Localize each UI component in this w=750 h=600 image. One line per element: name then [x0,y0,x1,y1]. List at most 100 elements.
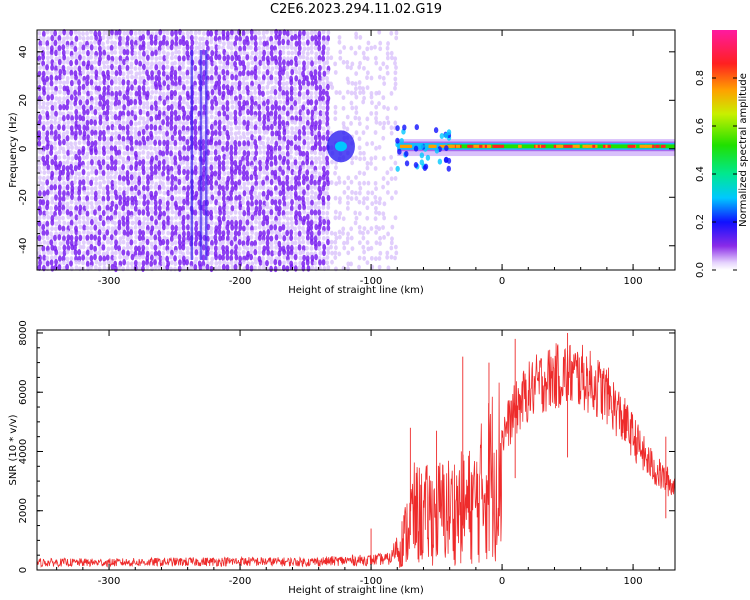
spectrogram-cell [54,75,59,82]
spectrogram-cell [241,95,246,101]
spectrogram-cell [250,164,255,170]
spectrogram-cell [126,250,130,257]
spectrogram-cell [158,84,163,91]
spectrogram-cell [342,189,347,195]
spectrogram-cell [350,80,355,86]
spectrogram-cell [158,40,163,47]
spectrogram-cell [326,30,331,36]
spectrogram-cell [278,55,282,62]
spectrogram-cell [77,189,82,196]
spectrogram-cell [42,120,46,126]
spectrogram-cell [165,144,170,151]
spectrogram-cell [273,224,278,231]
spectrogram-cell [141,184,146,192]
spectrogram-cell [325,50,330,56]
spectrogram-cell [74,145,79,151]
spectrogram-cell [357,136,362,142]
spectrogram-cell [289,184,294,192]
spectrogram-cell [326,250,331,256]
spectrogram-cell [65,69,70,75]
spectrogram-cell [313,34,318,42]
spectrogram-cell [242,39,247,46]
spectrogram-cell [42,160,47,167]
spectrogram-cell [53,36,58,41]
spectrogram-cell [189,265,194,271]
spectrogram-cell [109,75,114,81]
spectrogram-cell [237,100,242,107]
spectrogram-cell [145,224,150,232]
spectrogram-cell [273,89,278,96]
spectrogram-cell [65,229,70,235]
spectrogram-cell [289,149,293,155]
spectrogram-cell [185,150,190,156]
spectrogram-cell [162,164,166,172]
spectrogram-cell [133,134,138,140]
spectrogram-cell [178,120,182,125]
spectrogram-cell [101,244,106,251]
spectrogram-cell [186,185,191,192]
spectrogram-cell [98,66,103,72]
spectrogram-cell [254,194,259,200]
spectrogram-cell [165,111,169,116]
spectrogram-cell [41,109,45,115]
spectrogram-cell [258,36,263,41]
spectrogram-cell [110,50,114,55]
spectrogram-cell [286,259,291,265]
colorbar-tick-label: 0.2 [695,214,706,230]
spectrogram-cell [114,56,119,61]
spectrogram-cell [170,224,175,231]
spectrogram-cell [98,246,103,252]
spectrogram-cell [222,190,226,197]
spectrogram-cell [221,234,225,242]
spectrogram-cell [313,150,318,156]
spectrogram-cell [78,70,83,77]
spectrogram-cell [277,114,282,121]
spectrogram-cell [230,159,234,167]
spectrogram-cell [265,234,270,241]
spectrogram-cell [262,65,267,70]
spectrogram-cell [393,255,397,261]
spectrogram-cell [305,259,310,266]
spectrogram-cell [122,150,127,156]
spectrogram-cell [381,225,385,230]
spectrogram-cell [334,90,339,95]
spectrogram-cell [377,74,382,80]
spectrogram-cell [177,110,182,115]
spectrogram-cell [105,175,110,180]
spectrogram-cell [242,50,247,56]
spectrogram-cell [385,254,390,260]
spectrogram-cell [121,40,126,45]
spectrogram-cell [73,134,78,141]
spectrogram-cell [62,249,67,257]
spectrogram-cell [174,49,179,55]
spectrogram-cell [117,28,122,36]
spectrogram-cell [245,131,250,136]
spectrogram-cell [57,99,62,105]
spectrogram-cell [85,105,90,111]
colorbar-tick-label: 0.8 [695,70,706,86]
spectrogram-cell [38,198,43,206]
spectrogram-cell [289,95,294,102]
spectrogram-cell [181,224,186,231]
spectrogram-cell [306,46,311,52]
spectrogram-cell [357,116,362,121]
spectrogram-cell [142,60,147,65]
spectrogram-cell [98,181,103,186]
spectrogram-cell [137,189,141,197]
spectrogram-cell [106,170,111,176]
spectrogram-cell [345,126,350,132]
spectrogram-fragment [434,147,440,154]
spectrogram-cell [161,91,166,97]
spectrogram-cell [249,34,254,42]
spectrogram-cell [125,265,130,271]
spectrogram-cell [330,259,334,265]
spectrogram-cell [113,100,118,107]
spectrogram-cell [149,34,154,41]
spectrogram-cell [201,265,206,271]
spectrogram-cell [209,199,213,205]
spectrogram-cell [362,171,367,176]
spectrogram-cell [210,89,215,96]
spectrogram-cell [61,240,66,246]
spectrogram-cell [394,190,398,195]
spectrogram-cell [150,209,155,215]
